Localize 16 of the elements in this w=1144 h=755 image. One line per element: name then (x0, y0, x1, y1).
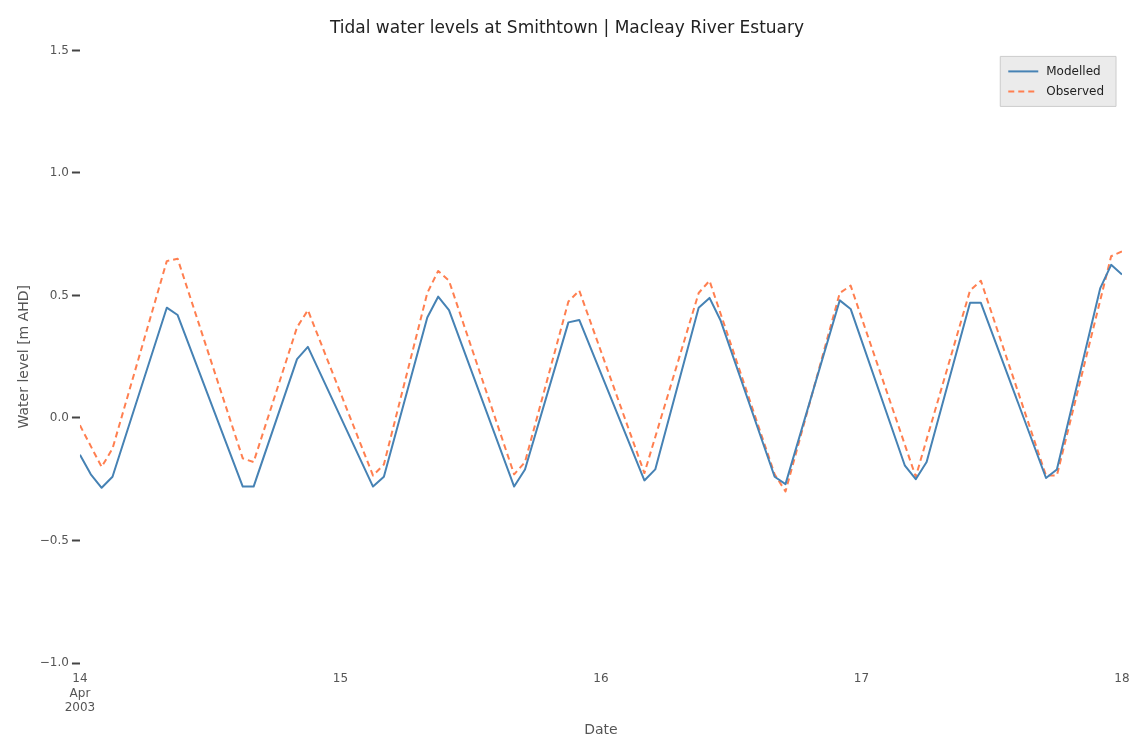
x-axis-title: Date (584, 721, 618, 738)
legend-label: Observed (1046, 83, 1104, 98)
x-tick-label: 16 (593, 671, 609, 686)
x-tick-label: 17 (853, 671, 870, 686)
y-axis-title: Water level [m AHD] (15, 284, 32, 429)
legend-label: Modelled (1046, 63, 1101, 78)
y-tick-label: 0.0 (49, 410, 69, 425)
y-tick-label: 0.5 (49, 287, 69, 302)
y-tick-label: 1.5 (49, 42, 69, 57)
x-tick-label: 15 (332, 671, 349, 686)
y-tick-label: −0.5 (39, 532, 69, 547)
y-tick-label: −1.0 (39, 655, 69, 670)
x-tick-label: 14 Apr 2003 (64, 671, 96, 715)
y-tick-label: 1.0 (49, 165, 69, 180)
chart-title: Tidal water levels at Smithtown | Macleay River Estuary (328, 16, 805, 37)
x-tick-label: 18 (1114, 671, 1130, 686)
